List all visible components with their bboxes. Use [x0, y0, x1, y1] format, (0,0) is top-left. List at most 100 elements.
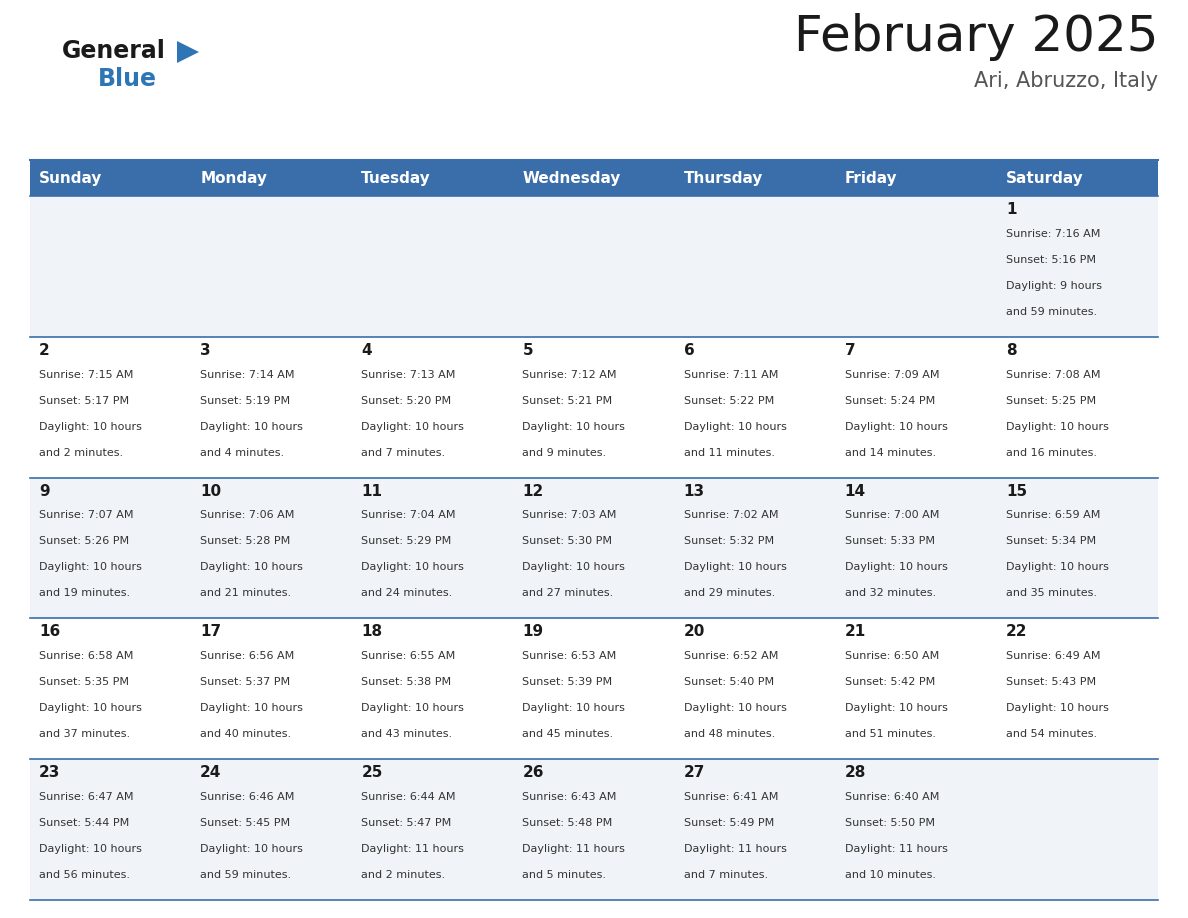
Text: Daylight: 10 hours: Daylight: 10 hours	[39, 563, 141, 573]
Text: Sunrise: 6:58 AM: Sunrise: 6:58 AM	[39, 651, 133, 661]
Bar	[513, 160, 675, 196]
Text: and 24 minutes.: and 24 minutes.	[361, 588, 453, 599]
Text: Daylight: 10 hours: Daylight: 10 hours	[523, 421, 625, 431]
Bar	[353, 196, 513, 337]
Bar	[997, 337, 1158, 477]
Text: Ari, Abruzzo, Italy: Ari, Abruzzo, Italy	[974, 71, 1158, 91]
Bar	[675, 759, 835, 900]
Text: and 48 minutes.: and 48 minutes.	[683, 729, 775, 739]
Text: and 59 minutes.: and 59 minutes.	[1006, 307, 1097, 317]
Text: and 21 minutes.: and 21 minutes.	[200, 588, 291, 599]
Bar	[513, 196, 675, 337]
Text: Sunrise: 6:55 AM: Sunrise: 6:55 AM	[361, 651, 455, 661]
Text: 1: 1	[1006, 202, 1017, 217]
Bar	[513, 337, 675, 477]
Text: Sunrise: 6:46 AM: Sunrise: 6:46 AM	[200, 792, 295, 802]
Text: 16: 16	[39, 624, 61, 640]
Text: Sunrise: 7:09 AM: Sunrise: 7:09 AM	[845, 370, 940, 379]
Text: Sunset: 5:20 PM: Sunset: 5:20 PM	[361, 396, 451, 406]
Text: Daylight: 10 hours: Daylight: 10 hours	[39, 421, 141, 431]
Bar	[30, 477, 191, 619]
Text: Daylight: 10 hours: Daylight: 10 hours	[200, 421, 303, 431]
Text: February 2025: February 2025	[794, 13, 1158, 61]
Text: Daylight: 10 hours: Daylight: 10 hours	[683, 563, 786, 573]
Text: and 40 minutes.: and 40 minutes.	[200, 729, 291, 739]
Text: 28: 28	[845, 766, 866, 780]
Text: 5: 5	[523, 342, 533, 358]
Text: 21: 21	[845, 624, 866, 640]
Text: Saturday: Saturday	[1006, 171, 1083, 185]
Text: Sunset: 5:44 PM: Sunset: 5:44 PM	[39, 818, 129, 828]
Text: 25: 25	[361, 766, 383, 780]
Text: Sunrise: 7:04 AM: Sunrise: 7:04 AM	[361, 510, 456, 521]
Bar	[675, 196, 835, 337]
Text: Daylight: 10 hours: Daylight: 10 hours	[523, 703, 625, 713]
Text: 12: 12	[523, 484, 544, 498]
Text: Sunrise: 7:08 AM: Sunrise: 7:08 AM	[1006, 370, 1100, 379]
Text: Sunrise: 6:49 AM: Sunrise: 6:49 AM	[1006, 651, 1100, 661]
Text: and 7 minutes.: and 7 minutes.	[683, 870, 767, 880]
Text: and 35 minutes.: and 35 minutes.	[1006, 588, 1097, 599]
Text: 19: 19	[523, 624, 544, 640]
Text: 27: 27	[683, 766, 704, 780]
Text: Blue: Blue	[97, 67, 157, 91]
Text: Daylight: 10 hours: Daylight: 10 hours	[200, 844, 303, 854]
Bar	[30, 619, 191, 759]
Text: Sunset: 5:30 PM: Sunset: 5:30 PM	[523, 536, 613, 546]
Text: Sunset: 5:43 PM: Sunset: 5:43 PM	[1006, 677, 1097, 688]
Text: Sunrise: 7:15 AM: Sunrise: 7:15 AM	[39, 370, 133, 379]
Bar	[675, 619, 835, 759]
Text: Sunrise: 6:56 AM: Sunrise: 6:56 AM	[200, 651, 295, 661]
Bar	[191, 477, 353, 619]
Text: Sunset: 5:24 PM: Sunset: 5:24 PM	[845, 396, 935, 406]
Text: Sunrise: 7:12 AM: Sunrise: 7:12 AM	[523, 370, 617, 379]
Bar	[675, 160, 835, 196]
Text: Sunrise: 6:43 AM: Sunrise: 6:43 AM	[523, 792, 617, 802]
Text: 15: 15	[1006, 484, 1026, 498]
Text: Friday: Friday	[845, 171, 897, 185]
Text: Sunrise: 7:16 AM: Sunrise: 7:16 AM	[1006, 229, 1100, 239]
Bar	[997, 477, 1158, 619]
Text: Sunset: 5:26 PM: Sunset: 5:26 PM	[39, 536, 129, 546]
Bar	[835, 759, 997, 900]
Bar	[353, 477, 513, 619]
Bar	[835, 337, 997, 477]
Text: 14: 14	[845, 484, 866, 498]
Text: Sunset: 5:34 PM: Sunset: 5:34 PM	[1006, 536, 1097, 546]
Text: Daylight: 10 hours: Daylight: 10 hours	[361, 703, 465, 713]
Text: Daylight: 10 hours: Daylight: 10 hours	[39, 703, 141, 713]
Text: 9: 9	[39, 484, 50, 498]
Text: Sunset: 5:28 PM: Sunset: 5:28 PM	[200, 536, 290, 546]
Text: and 19 minutes.: and 19 minutes.	[39, 588, 131, 599]
Bar	[353, 337, 513, 477]
Text: 23: 23	[39, 766, 61, 780]
Text: Sunrise: 7:13 AM: Sunrise: 7:13 AM	[361, 370, 456, 379]
Bar	[513, 619, 675, 759]
Text: and 54 minutes.: and 54 minutes.	[1006, 729, 1097, 739]
Bar	[191, 337, 353, 477]
Text: 26: 26	[523, 766, 544, 780]
Bar	[191, 160, 353, 196]
Text: Daylight: 10 hours: Daylight: 10 hours	[361, 563, 465, 573]
Text: Sunset: 5:48 PM: Sunset: 5:48 PM	[523, 818, 613, 828]
Text: 4: 4	[361, 342, 372, 358]
Text: and 43 minutes.: and 43 minutes.	[361, 729, 453, 739]
Bar	[30, 759, 191, 900]
Bar	[835, 477, 997, 619]
Bar	[997, 619, 1158, 759]
Text: Daylight: 10 hours: Daylight: 10 hours	[523, 563, 625, 573]
Text: and 51 minutes.: and 51 minutes.	[845, 729, 936, 739]
Text: and 29 minutes.: and 29 minutes.	[683, 588, 775, 599]
Text: Sunset: 5:32 PM: Sunset: 5:32 PM	[683, 536, 773, 546]
Text: Sunset: 5:17 PM: Sunset: 5:17 PM	[39, 396, 129, 406]
Text: Daylight: 10 hours: Daylight: 10 hours	[845, 421, 948, 431]
Text: Sunrise: 7:06 AM: Sunrise: 7:06 AM	[200, 510, 295, 521]
Text: and 56 minutes.: and 56 minutes.	[39, 870, 129, 880]
Text: Sunset: 5:50 PM: Sunset: 5:50 PM	[845, 818, 935, 828]
Text: Sunrise: 7:14 AM: Sunrise: 7:14 AM	[200, 370, 295, 379]
Text: 18: 18	[361, 624, 383, 640]
Text: Sunset: 5:21 PM: Sunset: 5:21 PM	[523, 396, 613, 406]
Text: Daylight: 11 hours: Daylight: 11 hours	[845, 844, 948, 854]
Bar	[997, 160, 1158, 196]
Text: and 45 minutes.: and 45 minutes.	[523, 729, 613, 739]
